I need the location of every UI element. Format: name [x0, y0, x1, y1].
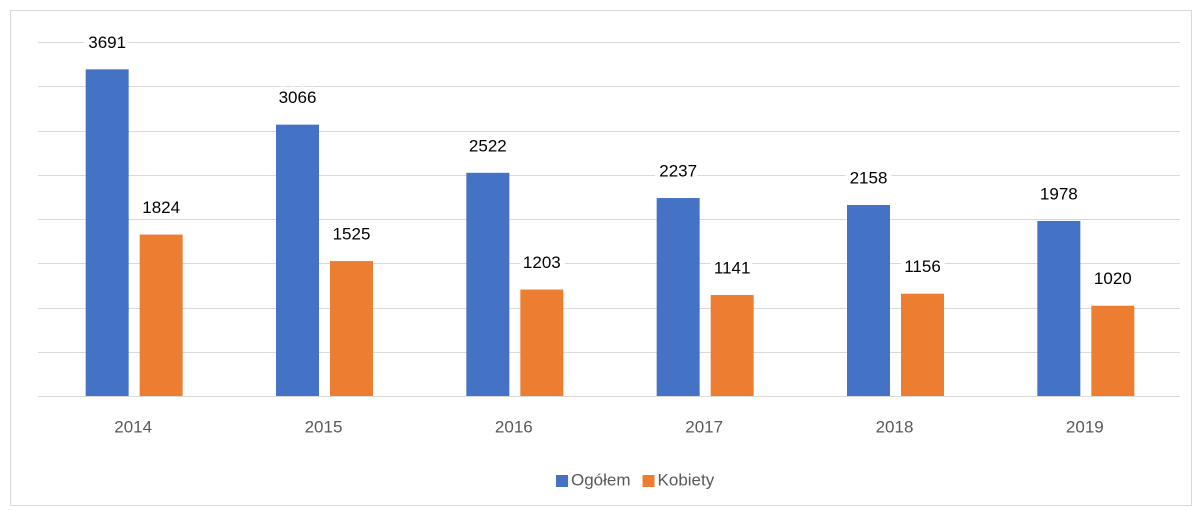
bar	[139, 234, 183, 396]
x-tick-label: 2019	[1066, 417, 1104, 436]
data-label: 1203	[523, 253, 561, 272]
bar	[466, 172, 510, 396]
x-tick-label: 2014	[114, 417, 152, 436]
bar	[901, 293, 944, 396]
x-tick-label: 2017	[685, 417, 723, 436]
data-label: 1141	[714, 259, 751, 278]
legend-label: Ogółem	[571, 470, 631, 489]
data-label: 1156	[904, 257, 941, 276]
data-label: 1525	[333, 225, 371, 244]
legend-label: Kobiety	[658, 470, 715, 489]
bar	[847, 205, 890, 396]
data-label: 1824	[142, 198, 180, 217]
bar	[520, 289, 564, 396]
bar	[276, 124, 319, 396]
bar	[1091, 305, 1135, 396]
legend-swatch	[642, 475, 655, 487]
bar	[656, 198, 700, 396]
data-label: 1020	[1094, 269, 1132, 288]
bar	[85, 69, 129, 396]
bar	[1037, 220, 1081, 396]
data-label: 3691	[88, 33, 126, 52]
x-tick-label: 2015	[305, 417, 343, 436]
x-tick-label: 2016	[495, 417, 533, 436]
bar	[710, 295, 754, 396]
x-tick-label: 2018	[876, 417, 914, 436]
data-label: 3066	[279, 88, 317, 107]
legend-swatch	[556, 475, 568, 487]
chart-border	[10, 10, 1192, 506]
data-label: 2158	[850, 169, 888, 188]
data-label: 2237	[659, 162, 697, 181]
data-label: 1978	[1040, 184, 1078, 203]
bar	[330, 261, 373, 396]
data-label: 2522	[469, 136, 507, 155]
